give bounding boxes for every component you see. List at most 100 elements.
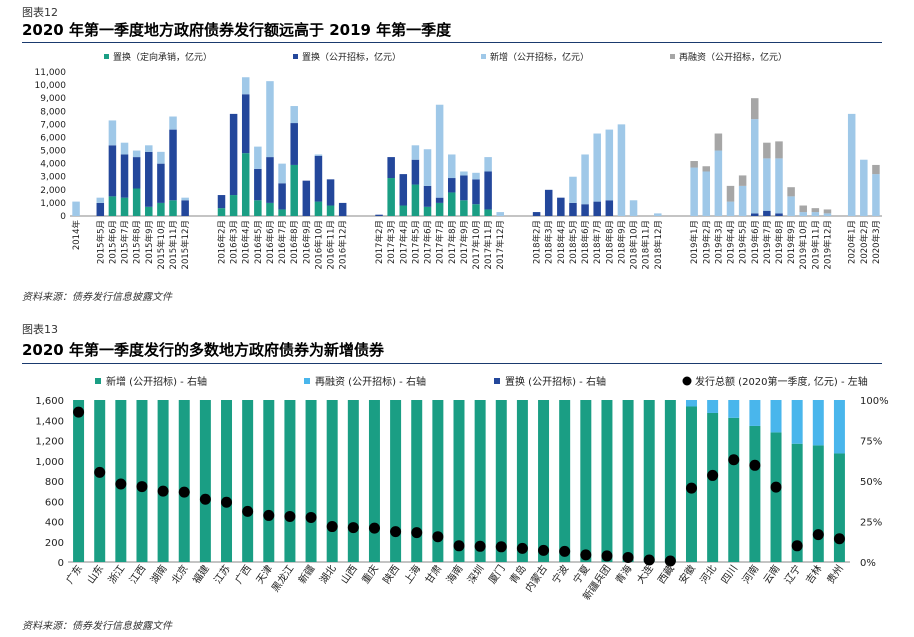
- bar-segment: [728, 417, 740, 562]
- y-right-tick-label: 75%: [860, 437, 882, 448]
- bar-segment: [484, 157, 492, 172]
- bar-segment: [787, 187, 795, 197]
- bar-segment: [411, 159, 420, 185]
- legend-label: 新增 (公开招标) - 右轴: [106, 375, 207, 388]
- legend-dot: [682, 376, 692, 386]
- total-dot: [305, 511, 317, 523]
- x-tick-label: 海南: [443, 562, 465, 586]
- x-tick-label: 2020年3月: [871, 220, 882, 264]
- y-tick-label: 3,000: [40, 173, 66, 183]
- bar-segment: [685, 400, 697, 407]
- bar-segment: [278, 209, 286, 216]
- bar-segment: [120, 154, 129, 198]
- bar-segment: [278, 163, 286, 184]
- bar-segment: [811, 208, 820, 213]
- bar-segment: [254, 168, 262, 201]
- x-tick-label: 宁夏: [570, 562, 592, 586]
- bar-segment: [145, 145, 153, 152]
- bar-segment: [581, 154, 589, 205]
- bar-segment: [749, 425, 761, 562]
- x-tick-label: 大连: [634, 562, 656, 586]
- y-left-tick-label: 0: [58, 558, 64, 569]
- x-tick-label: 2015年8月: [132, 220, 143, 264]
- figure1-label: 图表12: [22, 6, 58, 19]
- x-tick-label: 2016年12月: [338, 220, 349, 269]
- bar-segment: [775, 213, 783, 216]
- bar-segment: [326, 400, 338, 562]
- y-left-tick-label: 400: [45, 518, 64, 529]
- total-dot: [115, 478, 127, 490]
- x-tick-label: 2017年9月: [459, 220, 470, 264]
- legend-label: 置换（公开招标，亿元）: [302, 51, 401, 63]
- x-tick-label: 2020年1月: [847, 220, 858, 264]
- legend-label: 置换 (公开招标) - 右轴: [505, 375, 606, 388]
- bar-segment: [302, 180, 311, 216]
- x-tick-label: 2016年2月: [216, 220, 227, 264]
- bar-segment: [605, 200, 614, 216]
- bar-segment: [569, 176, 577, 203]
- x-tick-label: 安徽: [676, 562, 698, 586]
- x-tick-label: 西藏: [656, 563, 677, 586]
- x-tick-label: 重庆: [359, 562, 381, 586]
- bar-segment: [605, 129, 614, 201]
- total-dot: [432, 531, 444, 543]
- bar-segment: [495, 400, 507, 562]
- x-tick-label: 陕西: [380, 562, 402, 586]
- bar-segment: [622, 400, 634, 562]
- x-tick-label: 内蒙古: [522, 562, 550, 594]
- bar-segment: [290, 106, 298, 124]
- y-tick-label: 0: [60, 212, 66, 222]
- x-tick-label: 北京: [169, 562, 191, 586]
- bar-segment: [254, 200, 262, 216]
- legend-label: 新增（公开招标，亿元）: [490, 51, 589, 63]
- bar-segment: [387, 157, 395, 179]
- figure2-title: 2020 年第一季度发行的多数地方政府债券为新增债券: [22, 341, 384, 359]
- x-tick-label: 2018年6月: [580, 220, 591, 264]
- total-dot: [136, 481, 148, 493]
- bar-segment: [664, 400, 676, 562]
- bar-segment: [108, 120, 117, 146]
- x-tick-label: 2018年12月: [653, 220, 664, 269]
- x-tick-label: 深圳: [465, 563, 486, 586]
- x-tick-label: 2015年7月: [120, 220, 131, 264]
- x-tick-label: 2016年6月: [265, 220, 276, 264]
- y-left-tick-label: 600: [45, 497, 64, 508]
- total-dot: [622, 551, 634, 563]
- bar-segment: [643, 400, 655, 562]
- bar-segment: [217, 195, 226, 209]
- legend-swatch: [670, 54, 675, 59]
- x-tick-label: 2015年9月: [144, 220, 155, 264]
- bar-segment: [217, 208, 226, 216]
- bar-segment: [749, 400, 761, 426]
- bar-segment: [132, 157, 141, 189]
- legend-swatch: [481, 54, 486, 59]
- x-tick-label: 2019年2月: [701, 220, 712, 264]
- y-tick-label: 11,000: [35, 68, 67, 78]
- bar-segment: [94, 400, 106, 562]
- bar-segment: [157, 163, 165, 203]
- x-tick-label: 2018年11月: [641, 220, 652, 269]
- bar-segment: [305, 400, 317, 562]
- total-dot: [664, 555, 676, 567]
- figure1-source: 资料来源：债券发行信息披露文件: [22, 292, 172, 303]
- x-tick-label: 青海: [612, 562, 634, 586]
- y-left-tick-label: 800: [45, 477, 64, 488]
- bar-segment: [263, 400, 275, 562]
- bar-segment: [472, 179, 480, 205]
- x-tick-label: 2020年2月: [859, 220, 870, 264]
- x-tick-label: 2018年9月: [616, 220, 627, 264]
- total-dot: [580, 549, 592, 561]
- total-dot: [538, 544, 550, 556]
- bar-segment: [726, 185, 735, 202]
- x-tick-label: 黑龙江: [269, 562, 297, 594]
- bar-segment: [221, 400, 233, 562]
- bar-segment: [750, 98, 759, 120]
- bar-segment: [314, 155, 323, 202]
- bar-segment: [544, 189, 553, 216]
- x-tick-label: 2017年2月: [374, 220, 385, 264]
- x-tick-label: 四川: [720, 563, 740, 586]
- x-tick-label: 2016年3月: [229, 220, 240, 264]
- bar-segment: [145, 206, 153, 216]
- x-tick-label: 2019年4月: [726, 220, 737, 264]
- bar-segment: [448, 178, 456, 193]
